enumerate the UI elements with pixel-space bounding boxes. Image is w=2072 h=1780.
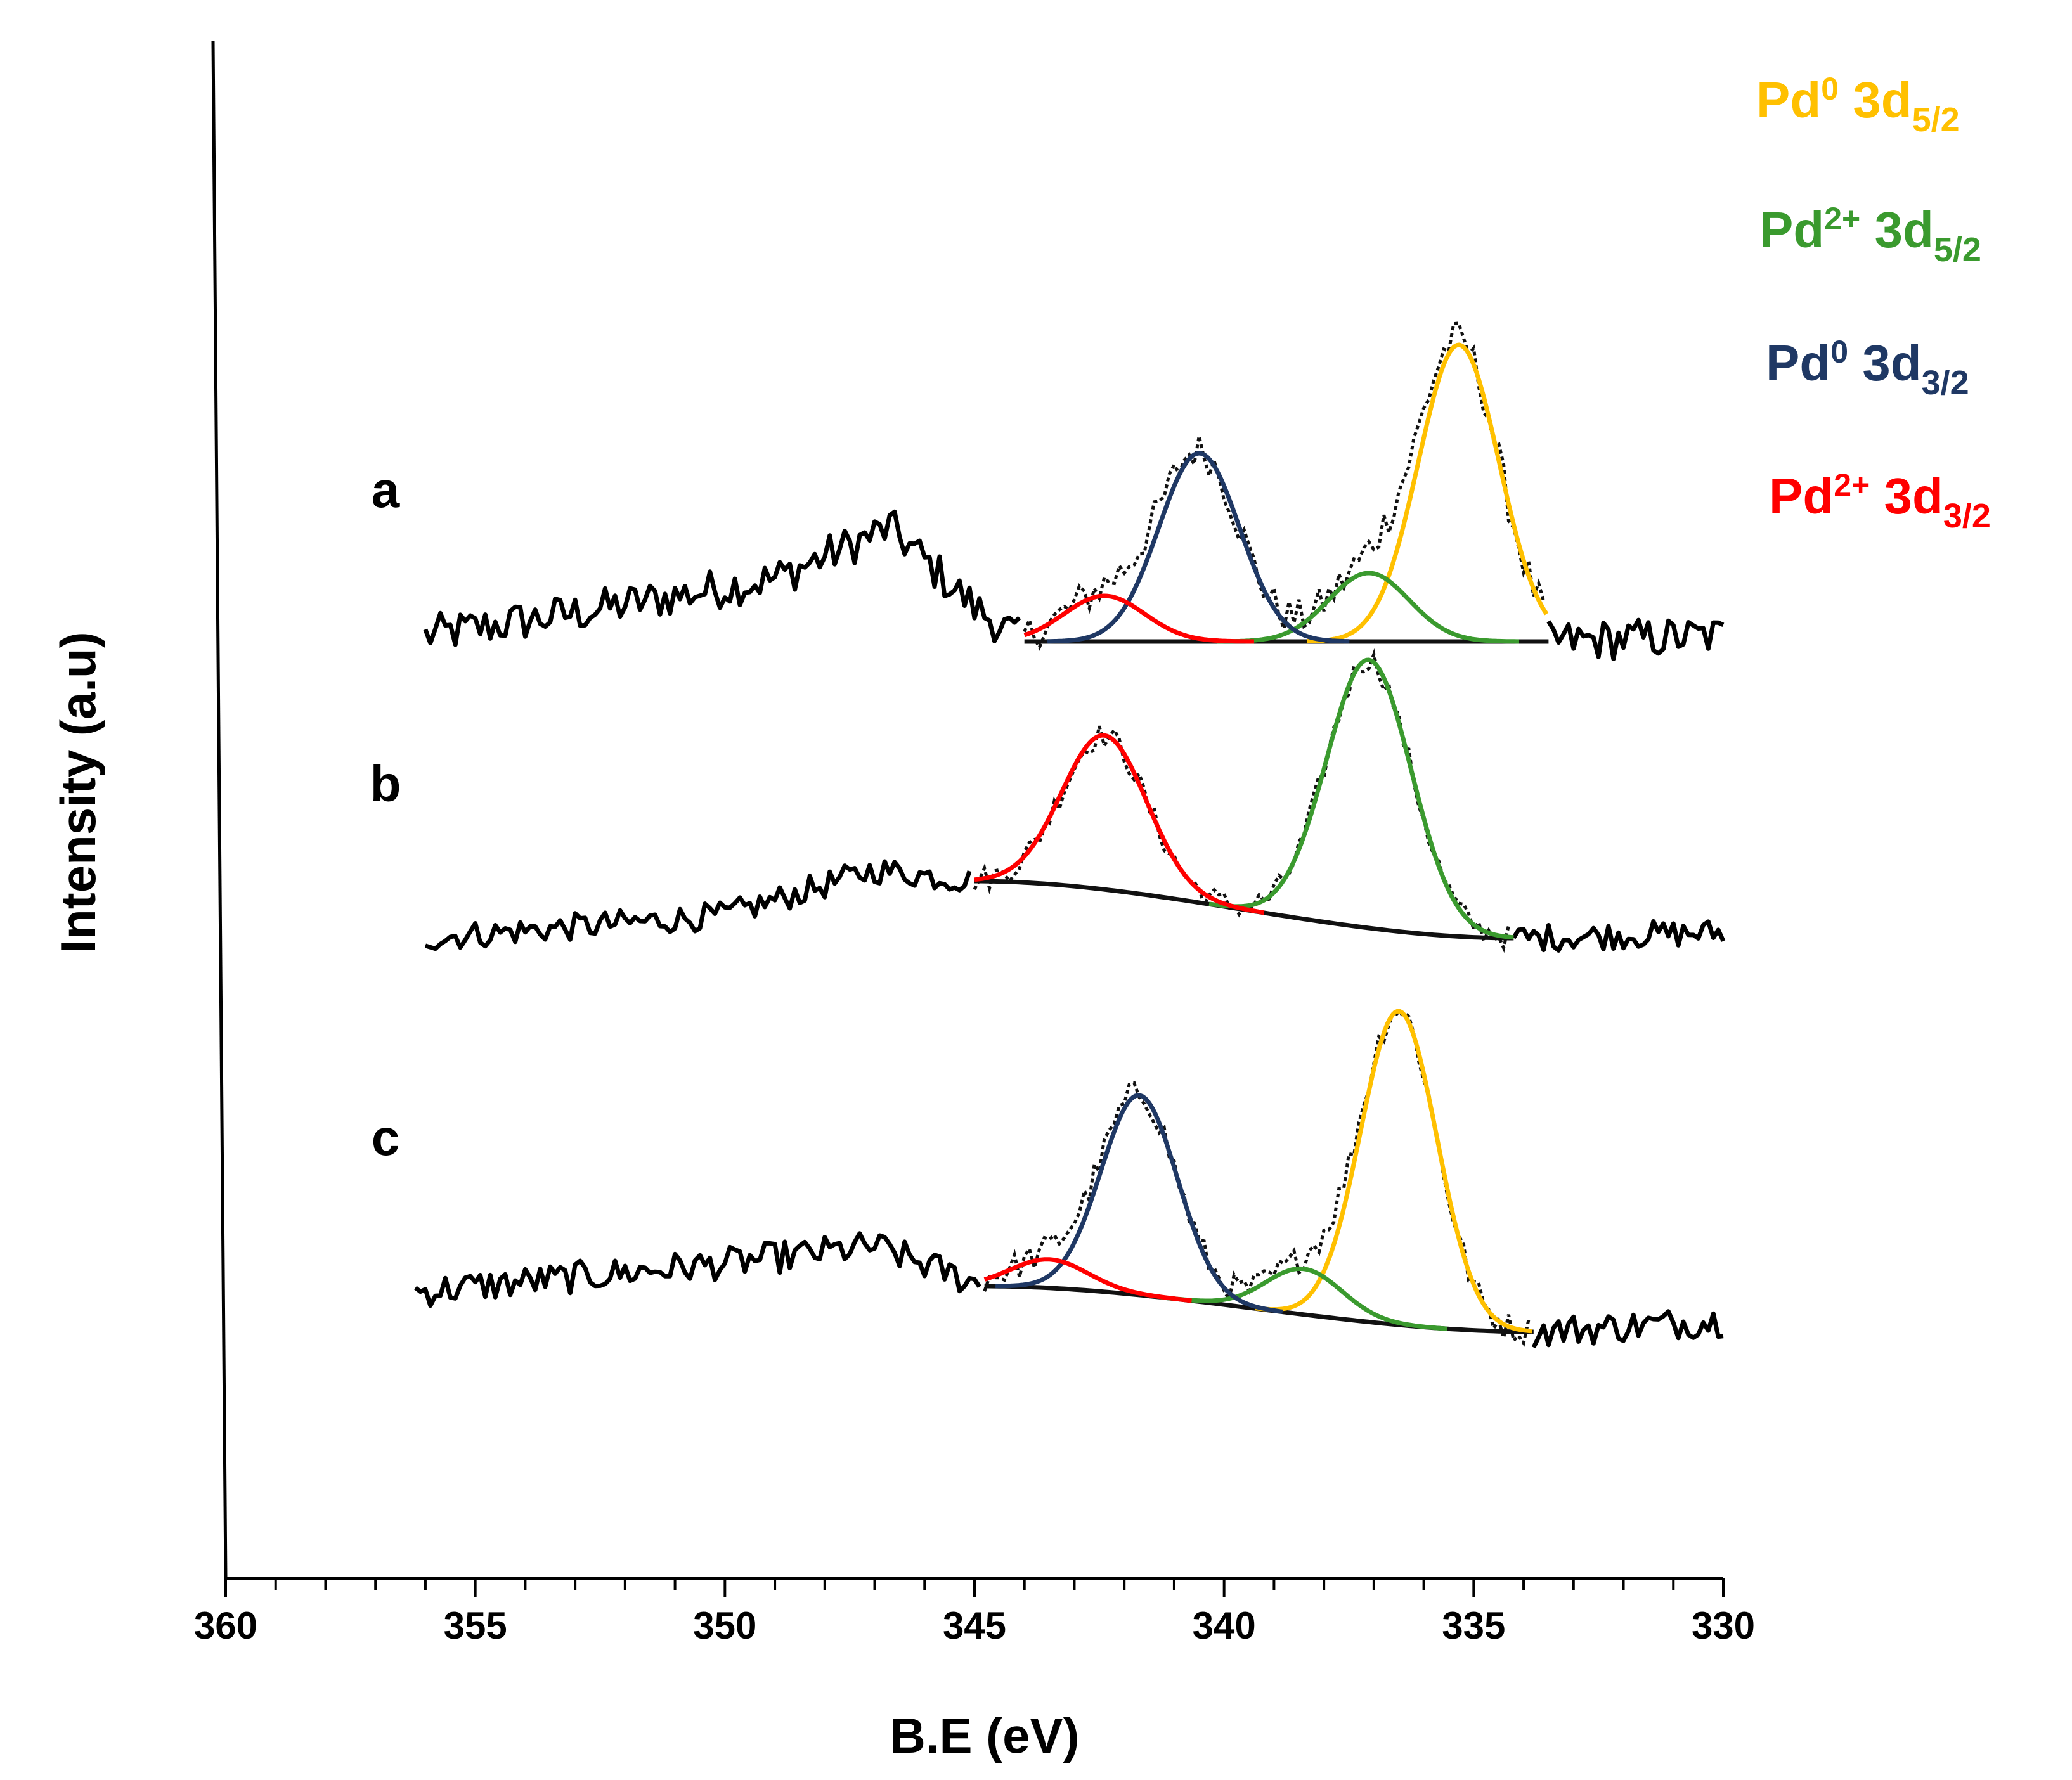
- fit-peak-1: [1217, 571, 1519, 644]
- legend-superscript: 2+: [1834, 467, 1870, 503]
- legend-orbital: 3d: [1839, 72, 1912, 128]
- x-tick-label: 360: [194, 1604, 257, 1647]
- x-tick-label: 355: [444, 1604, 507, 1647]
- legend-superscript: 0: [1821, 71, 1839, 106]
- x-tick-label: 330: [1692, 1604, 1755, 1647]
- x-axis-title: B.E (eV): [890, 1708, 1079, 1764]
- x-tick-label: 340: [1193, 1604, 1256, 1647]
- legend-subscript: 3/2: [1943, 497, 1991, 535]
- axes: 360 355 350 345 340 335 330: [194, 41, 1755, 1647]
- x-tick-label: 350: [693, 1604, 756, 1647]
- legend-orbital: 3d: [1870, 468, 1943, 524]
- legend-entry: Pd0 3d3/2: [1766, 334, 1969, 402]
- fit-peak-1: [974, 733, 1265, 915]
- y-axis-title: Intensity (a.u): [50, 631, 106, 953]
- y-axis-line: [211, 41, 228, 1579]
- raw-data-left: [414, 1231, 981, 1308]
- series-b: [424, 648, 1726, 953]
- legend-element: Pd: [1766, 335, 1830, 391]
- legend-element: Pd: [1759, 202, 1824, 258]
- raw-data-left: [423, 509, 1021, 647]
- fit-peak-0: [1255, 1009, 1532, 1334]
- legend-subscript: 5/2: [1912, 101, 1960, 139]
- raw-data-fit-window: [973, 648, 1510, 953]
- legend-subscript: 5/2: [1934, 231, 1981, 269]
- fit-peak-3: [1023, 593, 1254, 644]
- series-a: [423, 321, 1725, 661]
- fit-peak-2: [1047, 451, 1350, 644]
- legend-orbital: 3d: [1860, 202, 1934, 258]
- raw-data-right: [1512, 919, 1726, 953]
- fit-peak-0: [1208, 657, 1514, 940]
- legend-element: Pd: [1769, 468, 1834, 524]
- legend-orbital: 3d: [1848, 335, 1922, 391]
- series-layer: [414, 321, 1726, 1349]
- fit-peak-3: [983, 1257, 1192, 1303]
- legend-element: Pd: [1756, 72, 1821, 128]
- x-tick-label: 345: [943, 1604, 1006, 1647]
- x-ticks: 360 355 350 345 340 335 330: [194, 1578, 1755, 1647]
- legend-entry: Pd2+ 3d5/2: [1759, 201, 1981, 269]
- x-tick-label: 335: [1442, 1604, 1505, 1647]
- legend-subscript: 3/2: [1922, 364, 1969, 402]
- panel-label-c: c: [372, 1109, 400, 1166]
- series-c: [414, 1008, 1724, 1349]
- raw-data-right: [1531, 1309, 1724, 1349]
- panel-labels: a b c: [370, 461, 401, 1166]
- legend-superscript: 2+: [1824, 201, 1860, 236]
- raw-data-right: [1546, 617, 1725, 661]
- fit-peak-1: [1160, 1266, 1447, 1331]
- panel-label-b: b: [370, 756, 401, 812]
- legend-superscript: 0: [1830, 334, 1848, 370]
- fit-peak-0: [1307, 342, 1549, 644]
- legend-entry: Pd0 3d5/2: [1756, 71, 1960, 139]
- raw-data-fit-window: [1023, 321, 1546, 651]
- fit-peak-2: [995, 1093, 1283, 1314]
- raw-data-left: [424, 859, 972, 951]
- panel-label-a: a: [372, 461, 400, 518]
- legend-entry: Pd2+ 3d3/2: [1769, 467, 1991, 535]
